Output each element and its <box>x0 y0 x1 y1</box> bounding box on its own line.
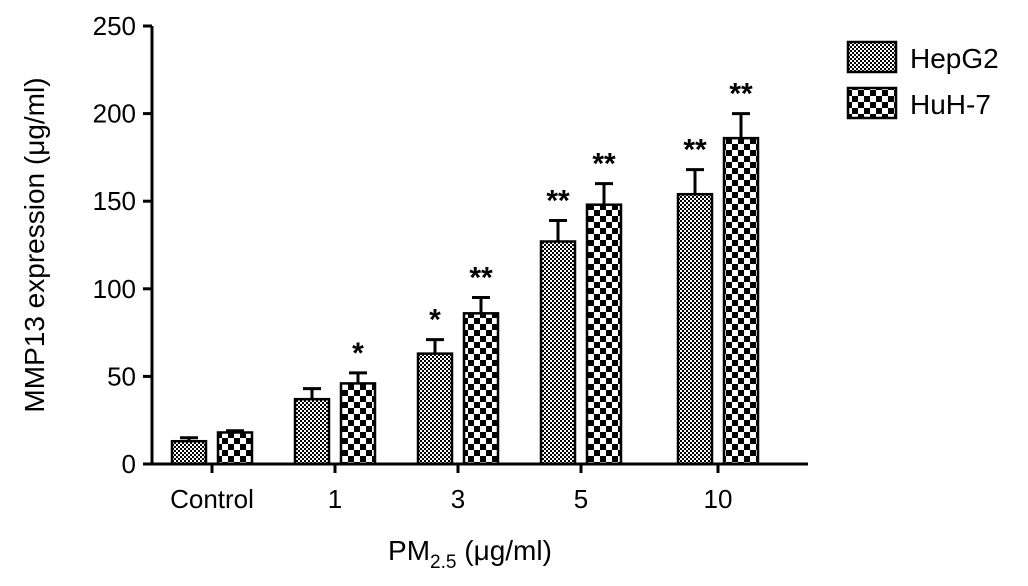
axes-layer <box>143 24 808 473</box>
y-tick-label: 100 <box>93 274 136 304</box>
x-axis-title-subscript: 2.5 <box>430 552 456 573</box>
legend-swatch <box>846 86 898 120</box>
x-tick-label: 5 <box>574 484 588 514</box>
x-axis-title-unit: (μg/ml) <box>456 535 551 566</box>
legend-label: HuH-7 <box>910 89 991 120</box>
y-tick-label: 150 <box>93 186 136 216</box>
bar <box>339 382 377 466</box>
bar <box>170 439 208 466</box>
bar <box>676 192 714 466</box>
bars-layer <box>170 112 760 466</box>
y-axis-title: MMP13 expression (μg/ml) <box>19 77 50 412</box>
bar <box>462 312 500 466</box>
y-tick-label: 0 <box>122 449 136 479</box>
significance-label: ** <box>729 78 753 111</box>
y-tick-label: 250 <box>93 11 136 41</box>
legend-swatch <box>846 40 898 74</box>
legend: HepG2 HuH-7 <box>846 40 999 120</box>
y-tick-label: 50 <box>107 361 136 391</box>
legend-label: HepG2 <box>910 43 999 74</box>
x-tick-label: 3 <box>451 484 465 514</box>
significance-label: ** <box>546 184 570 217</box>
bar <box>585 203 623 466</box>
significance-label: ** <box>469 262 493 295</box>
bar <box>539 240 577 466</box>
bar <box>216 431 254 466</box>
bar <box>293 397 331 466</box>
bar <box>722 136 760 466</box>
significance-label: ** <box>592 148 616 181</box>
x-axis-title: PM2.5 (μg/ml) <box>388 535 552 573</box>
x-tick-label: 10 <box>704 484 733 514</box>
bar <box>416 352 454 466</box>
significance-label: * <box>352 337 364 370</box>
significance-label: * <box>429 304 441 337</box>
x-axis-title-main: PM <box>388 535 430 566</box>
x-tick-label: Control <box>170 484 254 514</box>
y-tick-label: 200 <box>93 99 136 129</box>
significance-label: ** <box>683 134 707 167</box>
x-tick-label: 1 <box>328 484 342 514</box>
